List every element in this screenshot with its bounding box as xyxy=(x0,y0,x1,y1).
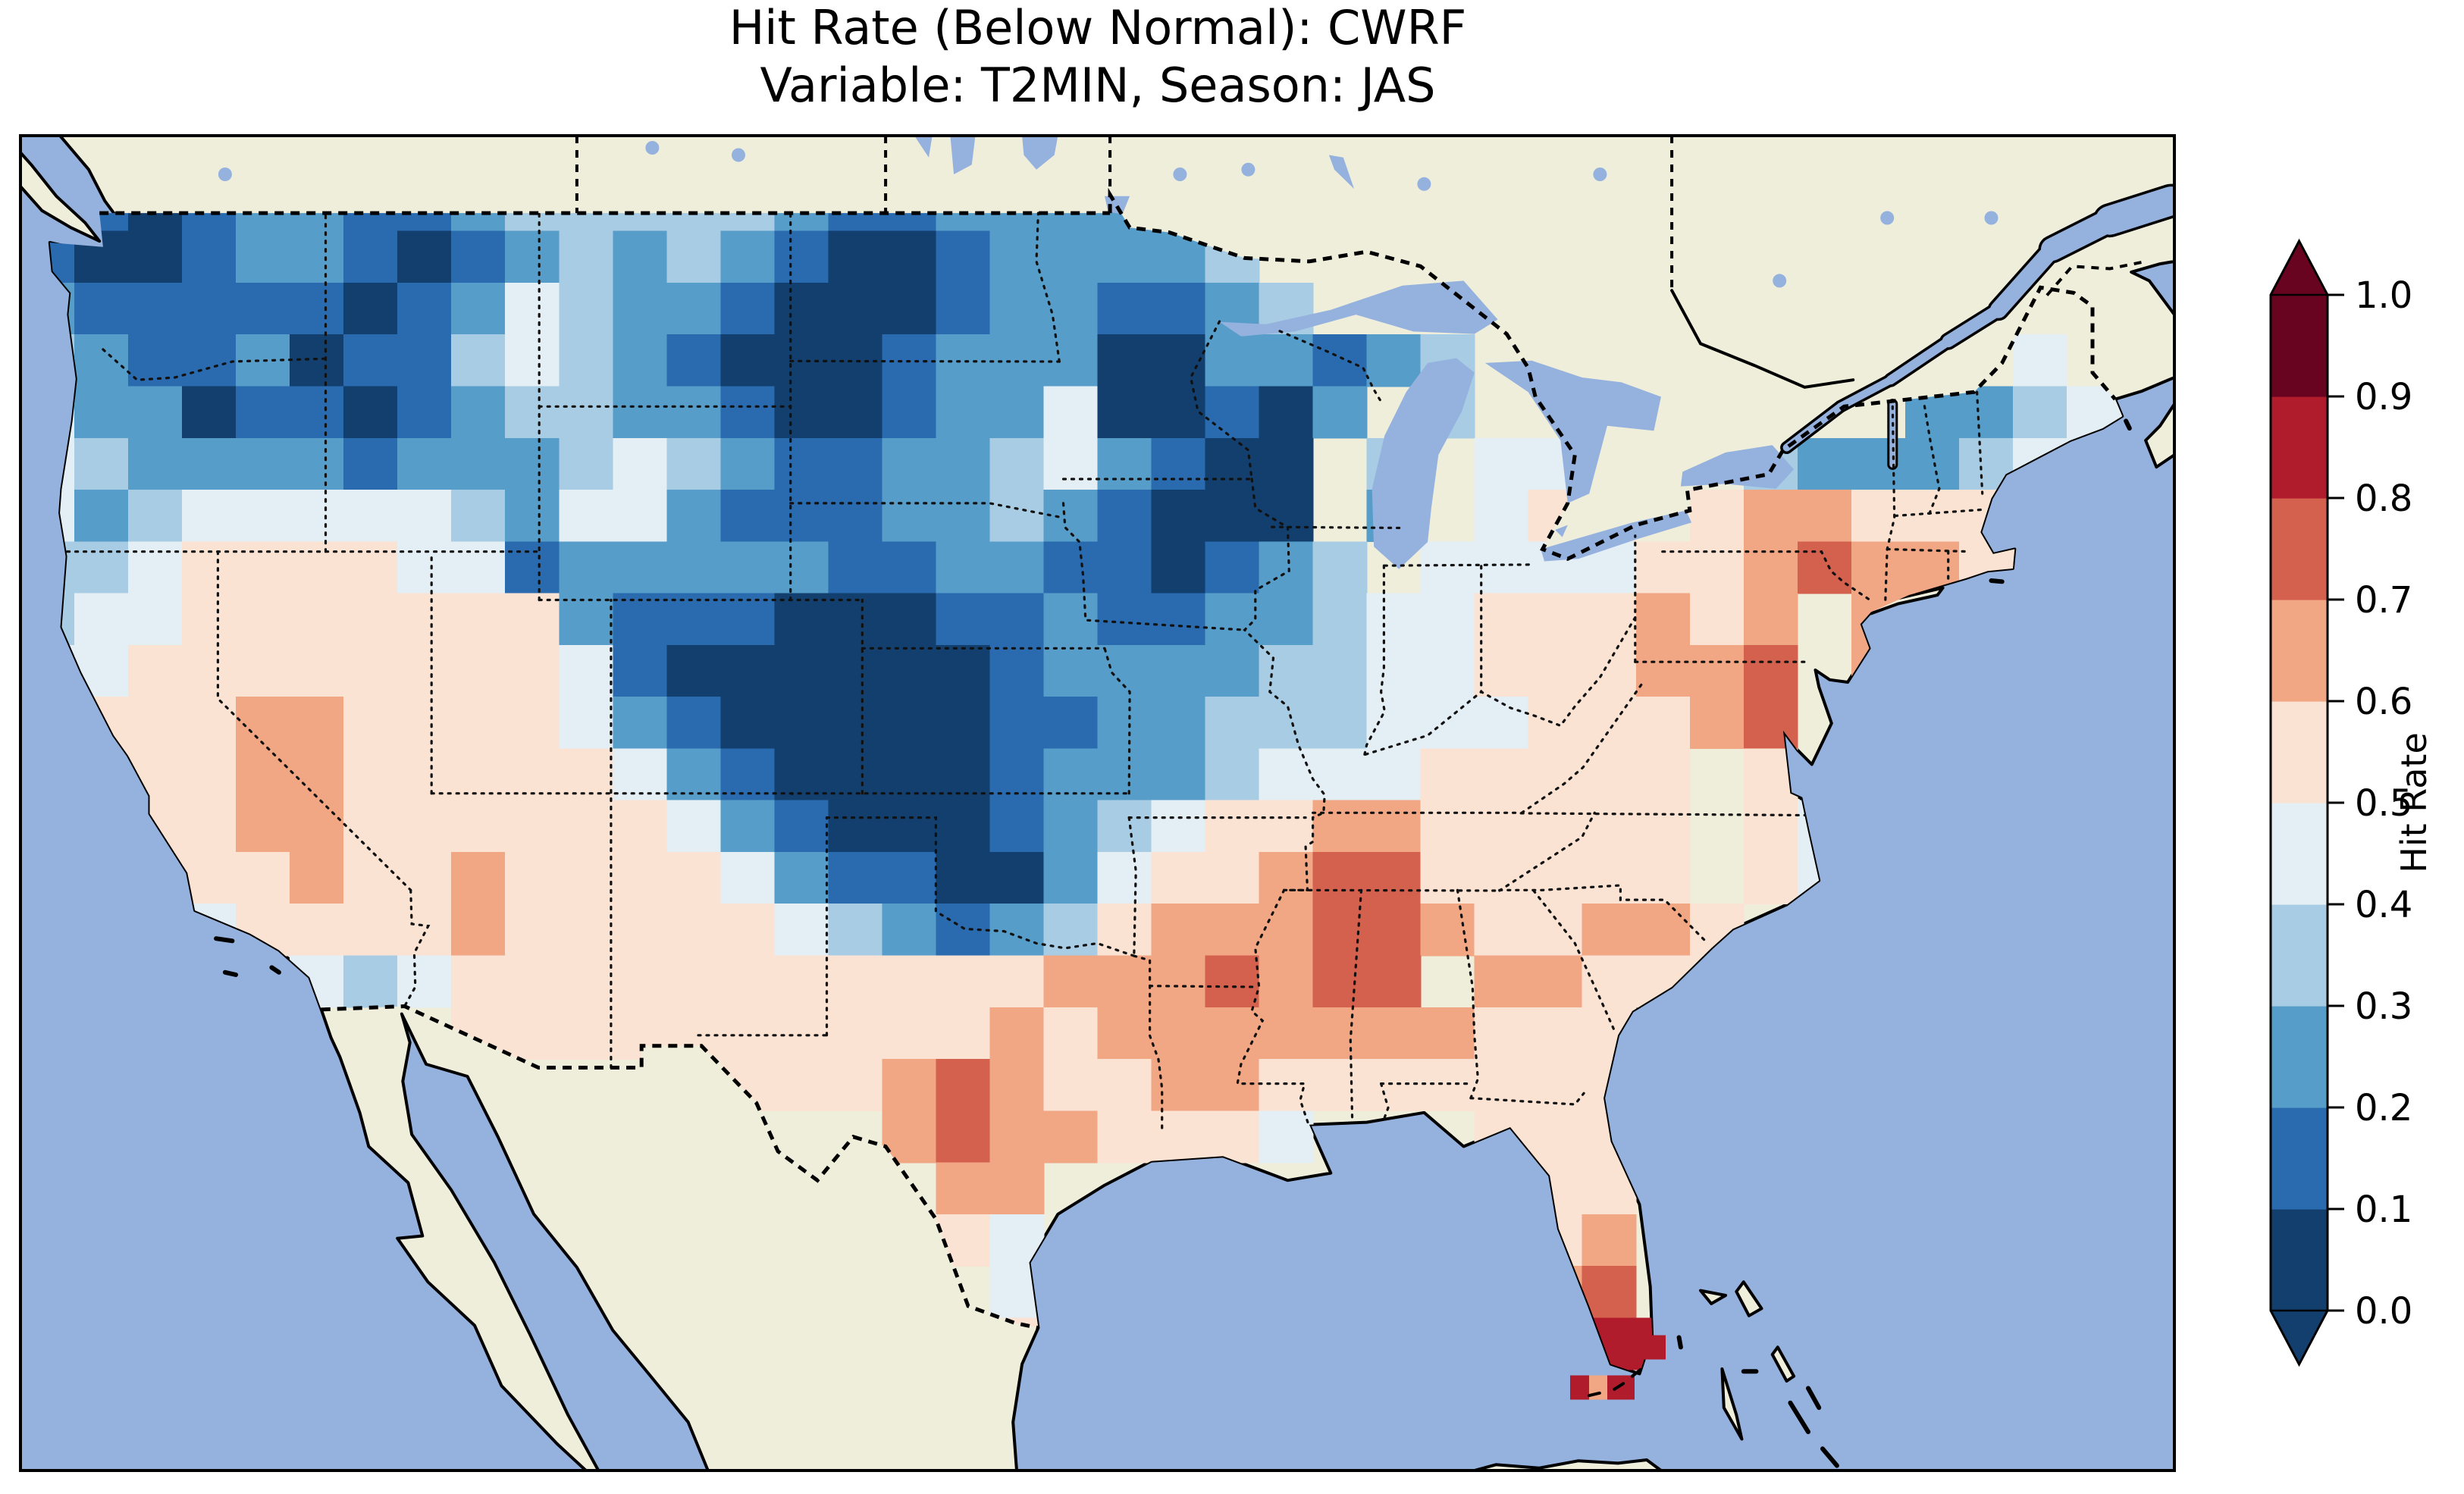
colorbar-over-arrow xyxy=(2271,241,2328,295)
colorbar-bar xyxy=(2269,238,2329,1367)
heatmap-extra-cells xyxy=(1570,1335,1666,1400)
colorbar-tick-label: 0.8 xyxy=(2355,478,2412,520)
colorbar-under-arrow xyxy=(2271,1311,2328,1364)
colorbar-label: Hit Rate xyxy=(2393,732,2434,873)
colorbar-ticks: 0.0 0.1 0.2 0.3 0.4 0.5 0.6 0.7 0.8 0.9 1.0 xyxy=(2328,274,2412,1333)
colorbar-tick-label: 0.0 xyxy=(2355,1290,2412,1333)
map-frame xyxy=(19,134,2176,1472)
colorbar-tick-label: 0.2 xyxy=(2355,1087,2412,1129)
colorbar-tick-label: 0.6 xyxy=(2355,681,2412,723)
colorbar: 0.0 0.1 0.2 0.3 0.4 0.5 0.6 0.7 0.8 0.9 1.0 xyxy=(2269,238,2412,1367)
chart-title-line1: Hit Rate (Below Normal): CWRF xyxy=(729,0,1467,55)
colorbar-tick-label: 0.5 xyxy=(2355,782,2412,825)
map-canvas xyxy=(20,136,2174,1471)
colorbar-tick-label: 0.7 xyxy=(2355,579,2412,622)
colorbar-tick-label: 0.4 xyxy=(2355,884,2412,926)
heatmap-layer xyxy=(49,194,2123,1370)
state-borders-layer xyxy=(66,211,1986,1133)
chart-title-line2: Variable: T2MIN, Season: JAS xyxy=(760,58,1435,113)
province-borders-layer xyxy=(575,136,2146,296)
lakes-layer xyxy=(218,136,2174,569)
colorbar-tick-label: 0.9 xyxy=(2355,376,2412,418)
intl-borders-layer xyxy=(99,187,2117,1330)
colorbar-tick-label: 0.3 xyxy=(2355,985,2412,1028)
coastline-layer xyxy=(214,418,2132,1468)
colorbar-tick-label: 1.0 xyxy=(2355,274,2412,317)
colorbar-tick-label: 0.1 xyxy=(2355,1189,2412,1231)
